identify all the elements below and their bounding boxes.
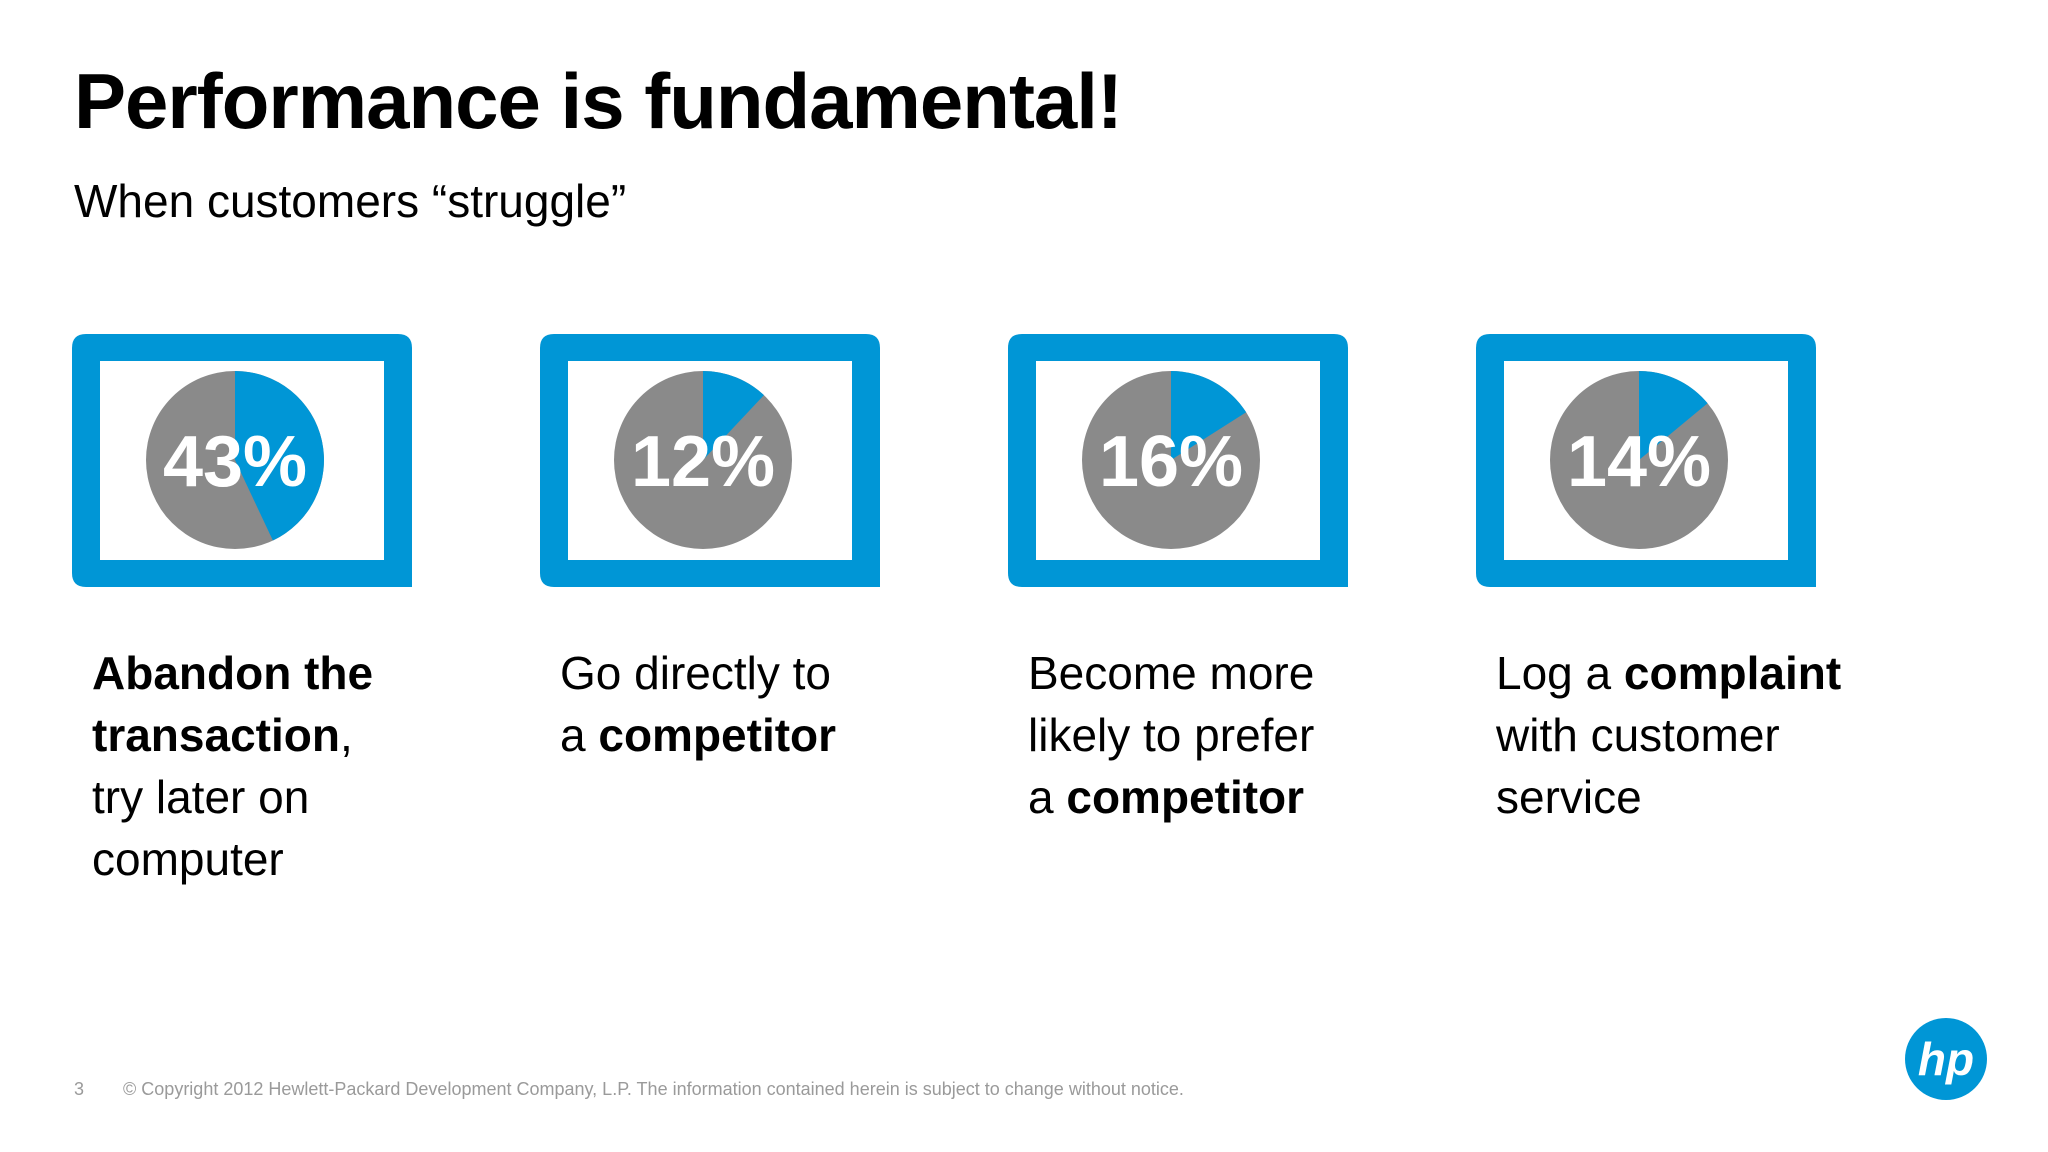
emphasis-text: competitor <box>1066 771 1305 823</box>
percent-label: 43% <box>163 422 307 502</box>
description-line: transaction, <box>92 704 532 766</box>
description-text: try later on <box>92 771 310 823</box>
percent-label: 16% <box>1099 422 1243 502</box>
monitor-pie-chart: 12% <box>540 334 880 587</box>
description-text: Log a <box>1496 647 1624 699</box>
description-text: a <box>560 709 599 761</box>
emphasis-text: transaction <box>92 709 340 761</box>
pie-value-slice <box>1171 371 1247 460</box>
percent-label: 12% <box>631 422 775 502</box>
description-line: with customer <box>1496 704 1936 766</box>
percent-label: 14% <box>1567 422 1711 502</box>
stat-card: 14% <box>1476 334 1816 587</box>
description-text: a <box>1028 771 1067 823</box>
pie-value-slice <box>1639 371 1708 460</box>
description-line: Go directly to <box>560 642 1000 704</box>
stat-card: 12% <box>540 334 880 587</box>
description-line: Log a complaint <box>1496 642 1936 704</box>
description-text: service <box>1496 771 1642 823</box>
description-line: a competitor <box>1028 766 1468 828</box>
description-line: Become more <box>1028 642 1468 704</box>
emphasis-text: complaint <box>1623 647 1842 699</box>
emphasis-text: Abandon the <box>92 647 374 699</box>
monitor-pie-chart: 16% <box>1008 334 1348 587</box>
description-line: computer <box>92 828 532 890</box>
description-text: , <box>339 709 353 761</box>
page-number: 3 <box>74 1079 85 1099</box>
copyright-notice: © Copyright 2012 Hewlett-Packard Develop… <box>123 1079 1184 1099</box>
stat-description: Abandon the transaction, try later on compu… <box>92 642 532 890</box>
logo-text: hp <box>1918 1033 1974 1085</box>
description-line: a competitor <box>560 704 1000 766</box>
description-text: Become more <box>1028 647 1315 699</box>
description-text: likely to prefer <box>1028 709 1315 761</box>
pie-value-slice <box>235 371 324 541</box>
description-text: Go directly to <box>560 647 831 699</box>
monitor-pie-chart: 14% <box>1476 334 1816 587</box>
description-text: with customer <box>1496 709 1780 761</box>
stat-card: 16% <box>1008 334 1348 587</box>
stat-card: 43% <box>72 334 412 587</box>
stat-description: Become more likely to prefer a competitor <box>1028 642 1468 828</box>
page-title: Performance is fundamental! <box>74 57 1123 145</box>
description-line: Abandon the <box>92 642 532 704</box>
footer: 3 © Copyright 2012 Hewlett-Packard Devel… <box>74 1079 1184 1100</box>
monitor-pie-chart: 43% <box>72 334 412 587</box>
description-text: computer <box>92 833 284 885</box>
stat-description: Log a complaint with customer service <box>1496 642 1936 828</box>
description-line: service <box>1496 766 1936 828</box>
description-line: try later on <box>92 766 532 828</box>
page-subtitle: When customers “struggle” <box>74 175 627 227</box>
stat-description: Go directly to a competitor <box>560 642 1000 766</box>
description-line: likely to prefer <box>1028 704 1468 766</box>
hp-logo-icon: hp <box>1904 1017 1988 1101</box>
emphasis-text: competitor <box>598 709 837 761</box>
pie-value-slice <box>703 371 764 460</box>
